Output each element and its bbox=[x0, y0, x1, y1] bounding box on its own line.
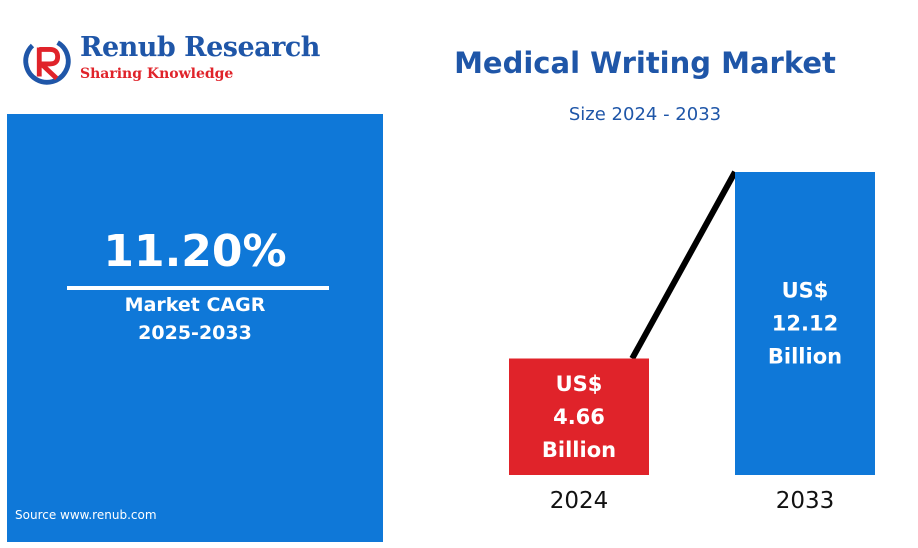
company-logo: Renub Research Sharing Knowledge bbox=[18, 30, 320, 90]
renub-logo-icon bbox=[23, 37, 71, 85]
bar-label-2033: US$ bbox=[782, 279, 829, 303]
brand-tagline: Sharing Knowledge bbox=[80, 66, 234, 82]
bar-label-2033: Billion bbox=[768, 345, 842, 369]
chart-title: Medical Writing Market bbox=[454, 46, 836, 80]
bar-label-2024: Billion bbox=[542, 438, 616, 462]
bar-label-2024: 4.66 bbox=[553, 405, 605, 429]
x-tick-label: 2033 bbox=[776, 488, 835, 514]
cagr-period: 2025-2033 bbox=[138, 322, 252, 344]
cagr-label: Market CAGR bbox=[124, 294, 266, 316]
bar-label-2033: 12.12 bbox=[772, 312, 838, 336]
cagr-panel: 11.20% Market CAGR 2025-2033 Source www.… bbox=[7, 114, 383, 542]
chart-subtitle: Size 2024 - 2033 bbox=[568, 104, 722, 125]
source-note: Source www.renub.com bbox=[15, 508, 157, 522]
bar-2033 bbox=[735, 172, 875, 475]
trend-line bbox=[629, 170, 738, 360]
cagr-divider bbox=[67, 286, 329, 290]
brand-name: Renub Research bbox=[80, 32, 320, 63]
bar-2024 bbox=[509, 358, 649, 475]
x-tick-label: 2024 bbox=[550, 488, 609, 514]
bar-label-2024: US$ bbox=[556, 372, 603, 396]
cagr-value: 11.20% bbox=[103, 226, 287, 277]
